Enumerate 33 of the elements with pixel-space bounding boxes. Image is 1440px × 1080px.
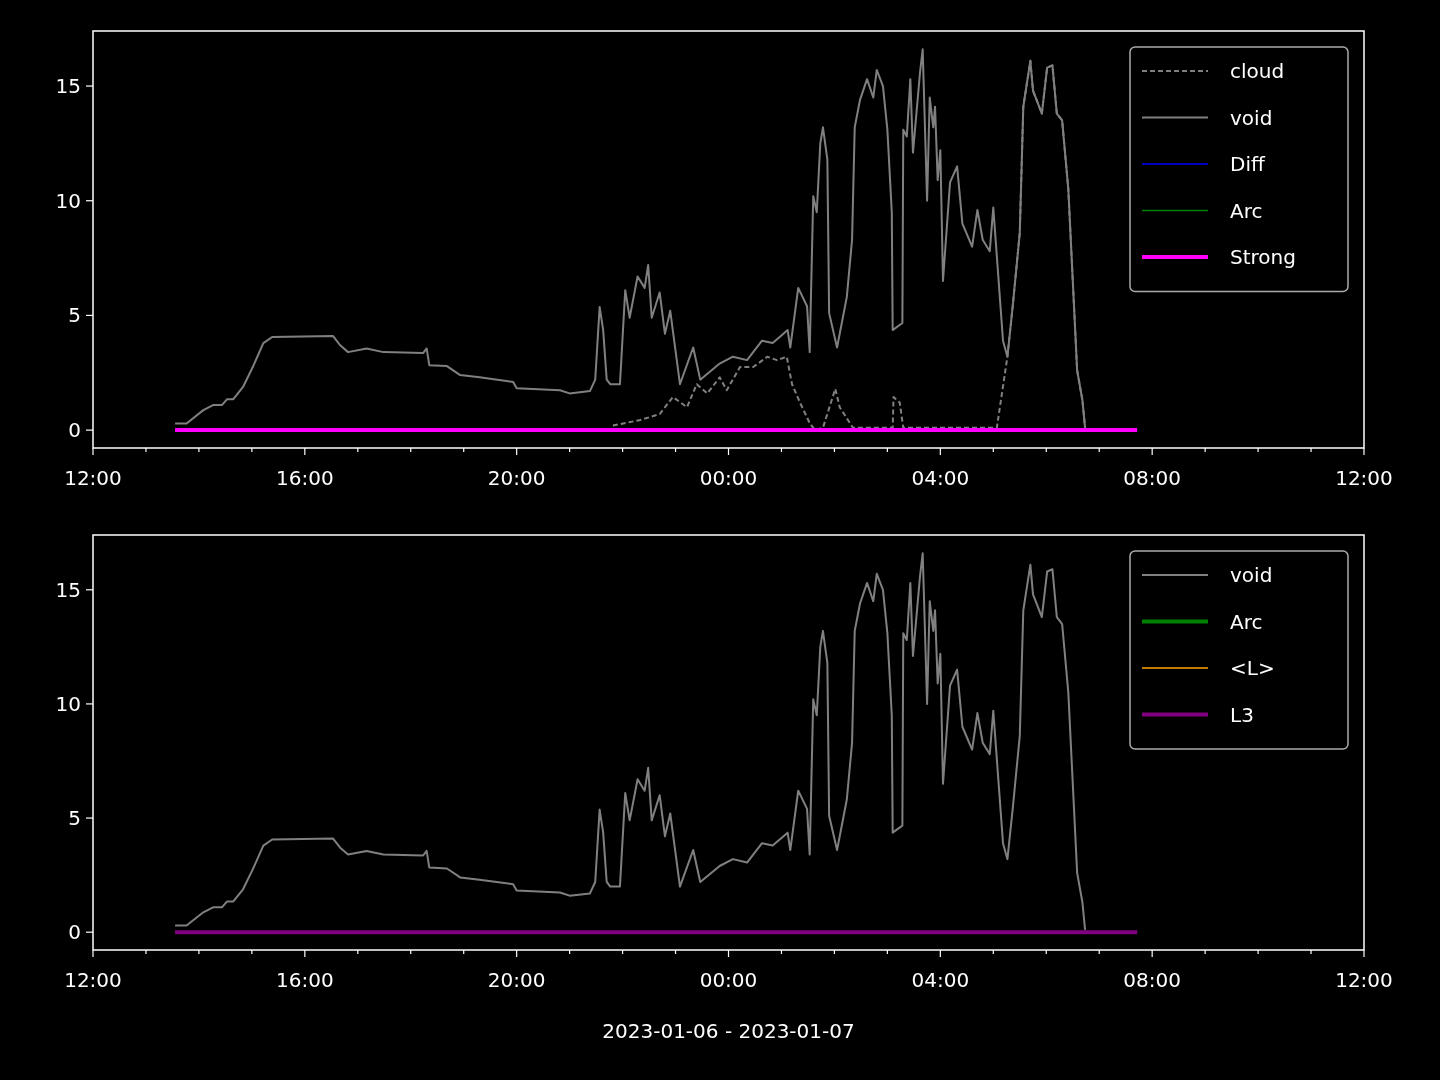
x-tick-label: 08:00 (1123, 968, 1181, 992)
y-tick-label: 5 (68, 303, 81, 328)
y-tick-label: 0 (68, 418, 81, 443)
x-tick-label: 12:00 (1335, 466, 1393, 490)
y-tick-label: 10 (55, 188, 81, 213)
y-tick-label: 15 (55, 74, 81, 99)
x-tick-label: 16:00 (276, 466, 334, 490)
y-tick-label: 0 (68, 920, 81, 945)
x-tick-label: 12:00 (1335, 968, 1393, 992)
x-tick-label: 16:00 (276, 968, 334, 992)
x-tick-label: 00:00 (699, 466, 758, 490)
x-tick-label: 08:00 (1123, 466, 1181, 490)
legend-label: cloud (1230, 59, 1285, 83)
x-axis-title: 2023-01-06 - 2023-01-07 (602, 1019, 855, 1043)
legend-label: Arc (1230, 198, 1263, 223)
y-tick-label: 5 (68, 806, 81, 831)
x-tick-label: 12:00 (64, 968, 122, 992)
legend-label: Strong (1230, 245, 1296, 269)
y-tick-label: 15 (55, 577, 81, 602)
y-tick-label: 10 (55, 691, 81, 716)
x-tick-label: 04:00 (911, 968, 970, 992)
x-tick-label: 20:00 (487, 466, 546, 490)
line-series (174, 552, 1087, 931)
legend-label: Arc (1230, 609, 1263, 634)
legend-label: <L> (1230, 656, 1275, 680)
x-tick-label: 00:00 (699, 968, 758, 992)
legend-label: Diff (1230, 152, 1266, 176)
x-tick-label: 04:00 (911, 466, 970, 490)
legend-label: L3 (1230, 702, 1254, 727)
legend-label: void (1230, 105, 1273, 130)
x-tick-label: 20:00 (487, 968, 546, 992)
x-tick-label: 12:00 (64, 466, 122, 490)
legend-label: void (1230, 563, 1273, 587)
